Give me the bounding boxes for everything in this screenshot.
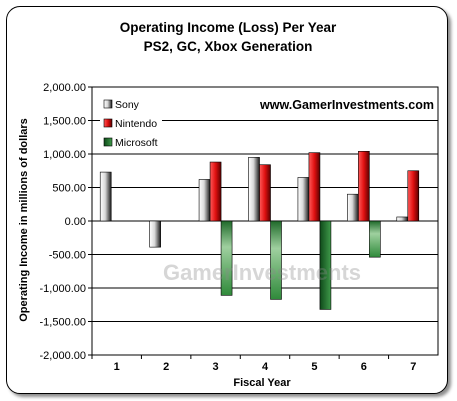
- chart-title: Operating Income (Loss) Per Year: [120, 20, 337, 35]
- watermark: GamerInvestments: [163, 260, 361, 285]
- y-tick-label: 2,000.00: [43, 82, 86, 94]
- legend-label-microsoft: Microsoft: [115, 137, 158, 149]
- bar-nintendo-year-3: [209, 161, 222, 222]
- bar-sony-year-5: [297, 177, 310, 222]
- bar-sony-year-6: [347, 193, 359, 222]
- x-tick-label: 2: [163, 361, 169, 373]
- x-tick-label: 6: [361, 361, 367, 373]
- bar-sony-year-7: [396, 216, 409, 222]
- bars: [99, 151, 420, 310]
- legend-label-sony: Sony: [115, 99, 140, 111]
- chart-subtitle: PS2, GC, Xbox Generation: [144, 39, 313, 54]
- y-tick-label: -500.00: [49, 250, 86, 262]
- legend-swatch-sony: [103, 99, 113, 109]
- y-tick-label: 1,500.00: [43, 116, 86, 128]
- y-tick-labels: 2,000.00 1,500.00 1,000.00 500.00 0.00 -500.0…: [40, 82, 86, 362]
- bar-sony-year-3: [198, 179, 211, 222]
- bar-nintendo-year-5: [308, 152, 321, 222]
- bar-microsoft-year-6: [369, 220, 381, 258]
- legend-swatch-microsoft: [103, 137, 113, 147]
- y-axis-label: Operating Income in millions of dollars: [18, 118, 30, 322]
- legend-label-nintendo: Nintendo: [115, 118, 157, 130]
- y-tick-label: -1,000.00: [40, 283, 86, 295]
- x-tick-label: 5: [311, 361, 317, 373]
- x-tick-label: 7: [410, 361, 416, 373]
- x-axis-label: Fiscal Year: [233, 377, 291, 389]
- x-tick-labels: 1 2 3 4 5 6 7: [91, 355, 416, 373]
- bar-nintendo-year-4: [259, 164, 271, 222]
- bar-sony-year-1: [99, 171, 112, 222]
- y-tick-label: 500.00: [52, 183, 86, 195]
- x-tick-label: 1: [114, 361, 120, 373]
- bar-sony-year-4: [248, 157, 260, 222]
- bar-microsoft-year-4: [270, 220, 282, 300]
- bar-microsoft-year-5: [319, 220, 332, 310]
- x-tick-label: 4: [262, 361, 269, 373]
- legend: Sony Nintendo Microsoft: [100, 97, 162, 152]
- bar-microsoft-year-3: [220, 220, 233, 296]
- bar-nintendo-year-6: [358, 151, 370, 222]
- y-tick-label: 1,000.00: [43, 149, 86, 161]
- y-tick-label: -1,500.00: [40, 317, 86, 329]
- bar-sony-year-2: [149, 220, 161, 248]
- x-tick-label: 3: [213, 361, 219, 373]
- y-tick-label: -2,000.00: [40, 350, 86, 362]
- y-tick-label: 0.00: [65, 216, 86, 228]
- annotation-website: www.GamerInvestments.com: [259, 98, 434, 112]
- legend-swatch-nintendo: [103, 118, 113, 128]
- bar-nintendo-year-7: [407, 170, 420, 222]
